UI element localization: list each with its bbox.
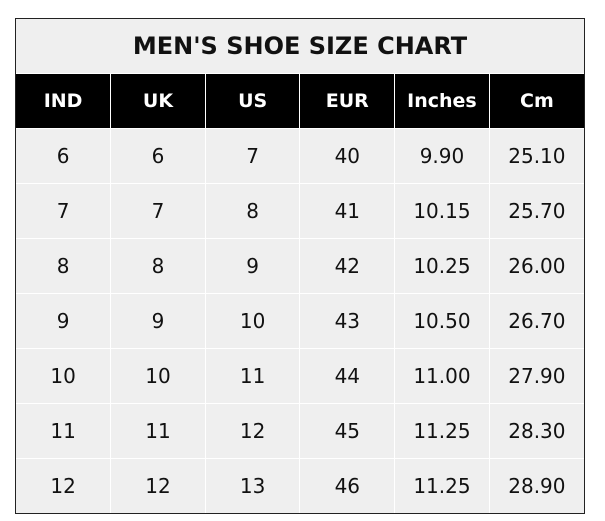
table-cell-us: 13 bbox=[204, 458, 301, 513]
table-cell-cm: 25.10 bbox=[488, 128, 584, 184]
table-cell-uk: 11 bbox=[110, 403, 206, 459]
chart-title: MEN'S SHOE SIZE CHART bbox=[16, 19, 584, 74]
column-header-ind: IND bbox=[16, 74, 112, 129]
column-header-cm: Cm bbox=[488, 74, 584, 129]
table-cell-inches: 10.15 bbox=[394, 183, 490, 239]
table-cell-us: 11 bbox=[204, 348, 301, 404]
table-cell-us: 12 bbox=[204, 403, 301, 459]
table-cell-ind: 11 bbox=[16, 403, 112, 459]
table-cell-inches: 11.25 bbox=[394, 403, 490, 459]
table-cell-uk: 8 bbox=[110, 238, 206, 294]
table-cell-cm: 25.70 bbox=[488, 183, 584, 239]
table-cell-inches: 10.50 bbox=[394, 293, 490, 349]
table-cell-cm: 27.90 bbox=[488, 348, 584, 404]
header-row: IND UK US EUR Inches Cm bbox=[16, 74, 584, 129]
table-cell-ind: 6 bbox=[16, 128, 112, 184]
table-cell-us: 8 bbox=[204, 183, 301, 239]
table-cell-eur: 46 bbox=[299, 458, 396, 513]
column-header-uk: UK bbox=[110, 74, 206, 129]
table-cell-cm: 26.00 bbox=[488, 238, 584, 294]
table-cell-inches: 10.25 bbox=[394, 238, 490, 294]
table-cell-cm: 26.70 bbox=[488, 293, 584, 349]
size-table: IND UK US EUR Inches Cm 6 6 7 40 9.90 25.10 7 7 8 41 10… bbox=[16, 74, 584, 513]
table-row: 10 10 11 44 11.00 27.90 bbox=[16, 348, 584, 404]
column-header-eur: EUR bbox=[299, 74, 396, 129]
table-cell-eur: 45 bbox=[299, 403, 396, 459]
table-cell-eur: 44 bbox=[299, 348, 396, 404]
table-row: 11 11 12 45 11.25 28.30 bbox=[16, 403, 584, 459]
table-cell-inches: 9.90 bbox=[394, 128, 490, 184]
table-cell-uk: 7 bbox=[110, 183, 206, 239]
table-cell-uk: 12 bbox=[110, 458, 206, 513]
table-cell-eur: 43 bbox=[299, 293, 396, 349]
table-cell-us: 9 bbox=[204, 238, 301, 294]
size-chart: MEN'S SHOE SIZE CHART IND UK US EUR Inches Cm… bbox=[15, 18, 585, 514]
column-header-us: US bbox=[204, 74, 301, 129]
table-row: 9 9 10 43 10.50 26.70 bbox=[16, 293, 584, 349]
table-cell-cm: 28.30 bbox=[488, 403, 584, 459]
table-cell-uk: 10 bbox=[110, 348, 206, 404]
table-cell-ind: 9 bbox=[16, 293, 112, 349]
table-cell-ind: 10 bbox=[16, 348, 112, 404]
table-cell-eur: 42 bbox=[299, 238, 396, 294]
table-row: 7 7 8 41 10.15 25.70 bbox=[16, 183, 584, 239]
table-cell-ind: 7 bbox=[16, 183, 112, 239]
table-row: 8 8 9 42 10.25 26.00 bbox=[16, 238, 584, 294]
table-cell-ind: 8 bbox=[16, 238, 112, 294]
table-cell-eur: 41 bbox=[299, 183, 396, 239]
table-row: 6 6 7 40 9.90 25.10 bbox=[16, 128, 584, 184]
table-cell-cm: 28.90 bbox=[488, 458, 584, 513]
table-row: 12 12 13 46 11.25 28.90 bbox=[16, 458, 584, 513]
table-cell-uk: 9 bbox=[110, 293, 206, 349]
table-cell-uk: 6 bbox=[110, 128, 206, 184]
table-cell-inches: 11.00 bbox=[394, 348, 490, 404]
table-cell-ind: 12 bbox=[16, 458, 112, 513]
table-cell-eur: 40 bbox=[299, 128, 396, 184]
table-cell-inches: 11.25 bbox=[394, 458, 490, 513]
column-header-inches: Inches bbox=[394, 74, 490, 129]
table-cell-us: 10 bbox=[204, 293, 301, 349]
table-cell-us: 7 bbox=[204, 128, 301, 184]
